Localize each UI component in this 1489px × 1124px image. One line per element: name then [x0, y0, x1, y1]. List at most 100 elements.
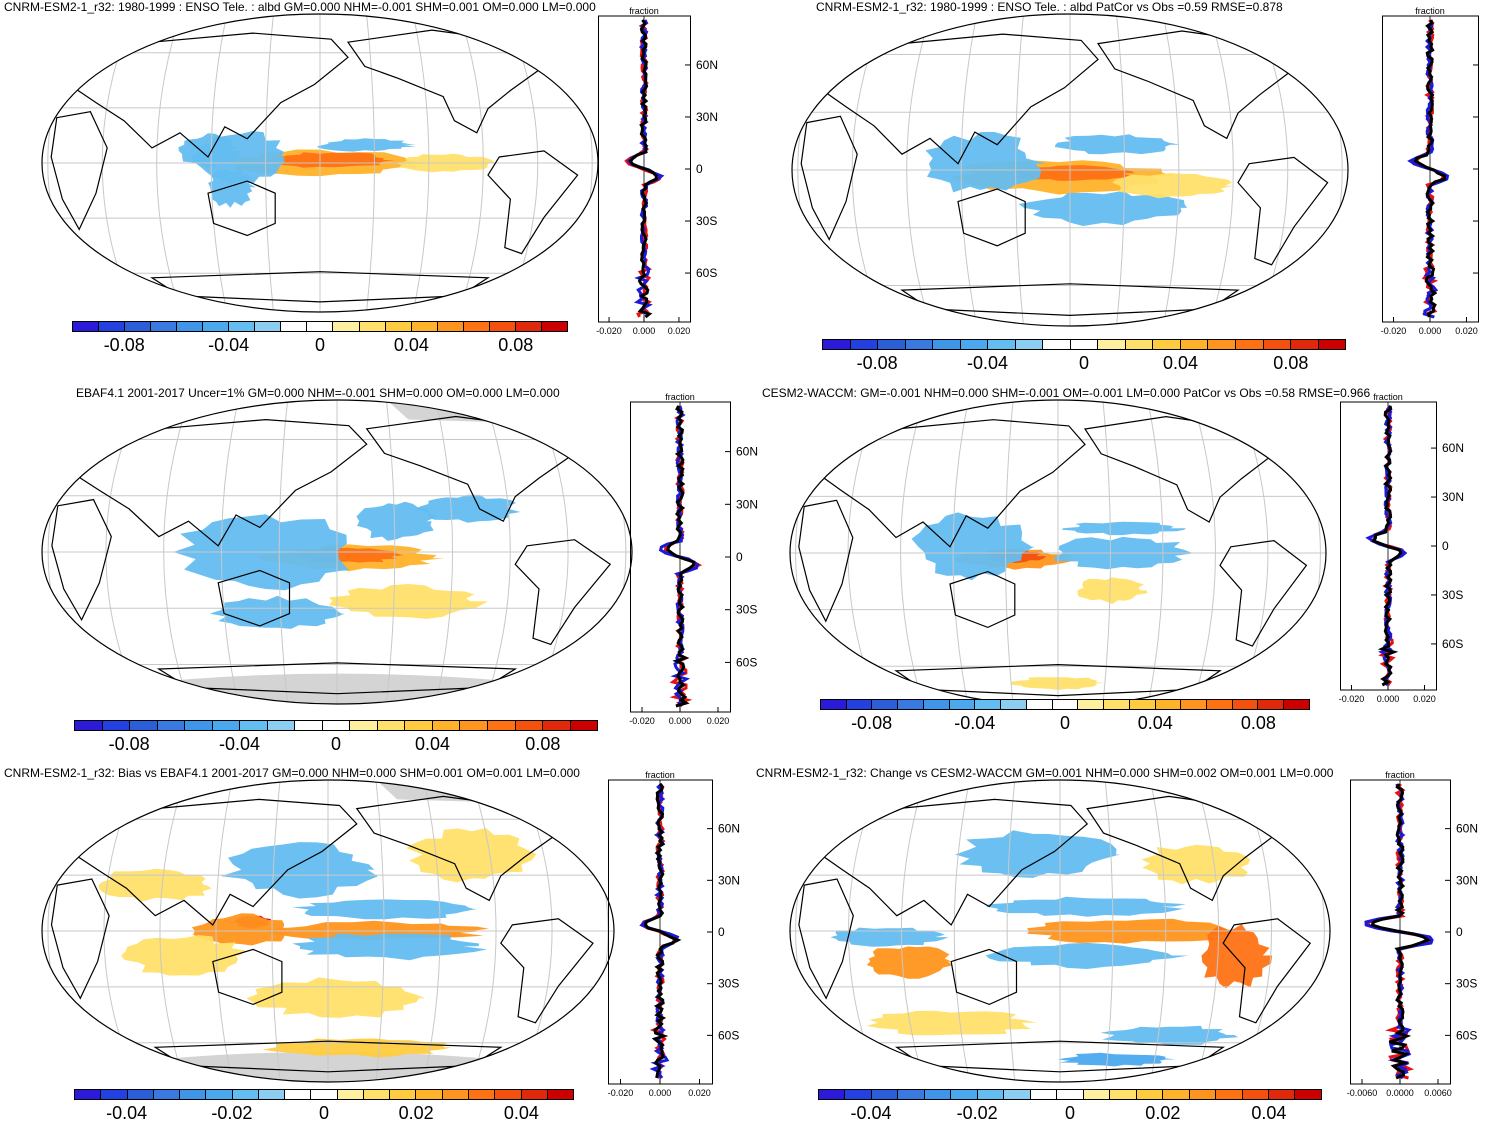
longitude-gridline — [1191, 400, 1216, 706]
lat-label: 60S — [718, 1028, 739, 1042]
map-boundary — [791, 13, 1349, 327]
lat-label: 0 — [736, 550, 743, 564]
anomaly-region — [1112, 173, 1234, 199]
anomaly-region — [220, 842, 378, 899]
colorbar-swatch — [1318, 340, 1346, 349]
colorbar-swatch — [871, 1090, 899, 1099]
colorbar-swatch — [823, 340, 851, 349]
colorbar-swatch — [923, 700, 950, 709]
colorbar-swatch — [185, 721, 213, 730]
x-tick-label: 0.000 — [669, 716, 692, 726]
colorbar-swatch — [460, 721, 488, 730]
longitude-gridline — [1102, 400, 1111, 706]
colorbar-swatch — [1078, 700, 1105, 709]
colorbar-swatch — [845, 1090, 872, 1099]
map-plot — [41, 779, 615, 1083]
colorbar-swatch — [385, 322, 412, 331]
coastline — [814, 798, 1089, 926]
anomaly-region — [866, 946, 953, 979]
lat-label: 60N — [736, 445, 758, 459]
colorbar-swatch — [1030, 1090, 1058, 1099]
anomaly-region — [274, 152, 396, 168]
panel-title: CNRM-ESM2-1_r32: 1980-1999 : ENSO Tele. … — [4, 0, 596, 14]
colorbar: -0.08 -0.04 0 0.04 0.08 — [74, 720, 598, 754]
colorbar-swatch — [1291, 340, 1319, 349]
map-boundary — [41, 779, 615, 1083]
map-plot — [41, 399, 633, 705]
colorbar-swatch — [1001, 700, 1027, 709]
colorbar-swatch — [1216, 1090, 1243, 1099]
anomaly-region — [356, 501, 437, 541]
colorbar-swatches — [74, 720, 598, 731]
longitude-gridline — [163, 400, 190, 704]
anomaly-region — [178, 133, 240, 168]
panel-title: EBAF4.1 2001-2017 Uncer=1% GM=0.000 NHM=… — [76, 386, 560, 400]
colorbar-swatch — [416, 1090, 443, 1099]
colorbar-swatch — [203, 322, 230, 331]
coastline — [67, 32, 349, 158]
colorbar-swatch — [933, 340, 961, 349]
colorbar-swatch — [1180, 340, 1209, 349]
zonal-curve-zonal_mean — [644, 783, 682, 1079]
anomaly-region — [98, 868, 212, 903]
x-tick-label: 0.000 — [649, 1088, 672, 1098]
colorbar-swatch — [975, 700, 1002, 709]
anomaly-region — [406, 828, 538, 883]
colorbar-swatch — [1129, 700, 1156, 709]
colorbar-swatch — [405, 721, 433, 730]
coastline — [814, 419, 1086, 548]
colorbar-swatch — [898, 700, 924, 709]
colorbar: -0.04 -0.02 0 0.02 0.04 — [74, 1089, 574, 1123]
colorbar-swatch — [307, 322, 334, 331]
coastline — [949, 570, 1016, 629]
colorbar-swatch — [75, 721, 103, 730]
colorbar-swatch — [411, 322, 438, 331]
coastline — [817, 33, 1099, 165]
colorbar-label: 0 — [1078, 353, 1090, 373]
x-tick-label: 0.000 — [1419, 326, 1442, 336]
colorbar-swatch — [432, 721, 461, 730]
colorbar-swatch — [468, 1090, 496, 1099]
coastline — [798, 878, 854, 1000]
lat-label: 60N — [696, 58, 718, 72]
colorbar-swatch — [977, 1090, 1005, 1099]
colorbar-swatch — [463, 322, 490, 331]
coastline — [50, 878, 110, 1000]
anomaly-region — [1057, 1052, 1176, 1067]
zonal-curve-zonal_mean — [628, 19, 658, 319]
colorbar-swatch — [1207, 700, 1233, 709]
colorbar-label: -0.04 — [850, 1103, 892, 1123]
colorbar: -0.08 -0.04 0 0.04 0.08 — [820, 699, 1310, 733]
x-tick-label: 0.0000 — [1386, 1088, 1414, 1098]
zonal-curve-zonal_mean — [1371, 405, 1403, 687]
longitude-gridline — [375, 780, 385, 1082]
x-tick-label: -0.020 — [608, 1088, 634, 1098]
panel-title: CNRM-ESM2-1_r32: Bias vs EBAF4.1 2001-20… — [4, 766, 580, 780]
colorbar-swatch — [102, 721, 131, 730]
longitude-gridline — [385, 400, 396, 704]
colorbar-labels: -0.08 -0.04 0 0.04 0.08 — [820, 710, 1310, 733]
longitude-gridline — [484, 400, 511, 704]
colorbar-label: -0.08 — [856, 353, 898, 373]
zonal-curve-zonal_mean — [1413, 19, 1447, 318]
colorbar-swatch — [1110, 1090, 1137, 1099]
anomaly-region — [246, 977, 426, 1018]
colorbar-label: 0.08 — [525, 734, 561, 754]
longitude-gridline — [365, 14, 375, 312]
colorbar-swatch — [924, 1090, 952, 1099]
colorbar-swatch — [1268, 1090, 1296, 1099]
panel-title: CESM2-WACCM: GM=-0.001 NHM=0.000 SHM=-0.… — [762, 386, 1371, 400]
coastline — [50, 111, 108, 231]
colorbar-swatch — [442, 1090, 469, 1099]
colorbar-swatches — [72, 321, 568, 332]
colorbar-label: 0.04 — [1251, 1103, 1287, 1123]
anomaly-region — [866, 1010, 1038, 1036]
anomaly-region — [1141, 844, 1251, 885]
colorbar-swatch — [878, 340, 906, 349]
longitude-gridline — [1208, 14, 1234, 326]
colorbar: -0.08 -0.04 0 0.04 0.08 — [72, 321, 568, 355]
colorbar-swatches — [822, 339, 1346, 350]
lat-label: 60N — [1442, 441, 1464, 455]
longitude-gridline — [159, 780, 186, 1082]
colorbar-swatch — [255, 322, 282, 331]
